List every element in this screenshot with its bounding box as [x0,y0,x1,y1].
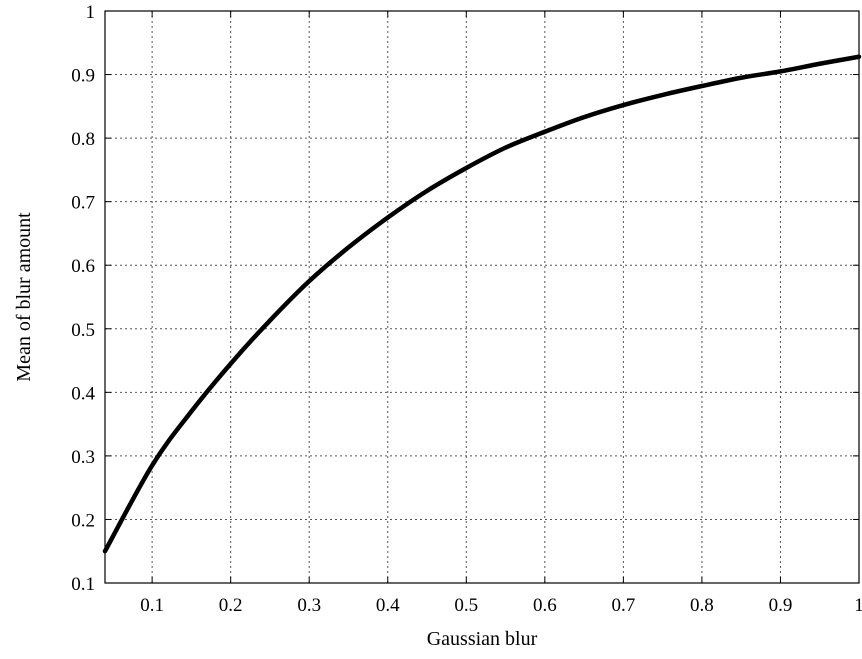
grid [105,11,859,583]
y-tick-label: 0.7 [71,193,95,214]
y-tick-label: 0.4 [71,383,95,404]
x-tick-label: 0.2 [219,595,243,616]
x-axis-title: Gaussian blur [427,628,538,650]
y-tick-label: 1 [86,2,96,23]
x-tick-label: 0.1 [140,595,164,616]
y-axis-title: Mean of blur amount [13,212,35,382]
series-layer [102,54,862,554]
y-tick-label: 0.5 [71,320,95,341]
y-tick-labels: 0.1 0.2 0.3 0.4 0.5 0.6 0.7 0.8 0.9 1 [71,2,95,595]
x-tick-label: 0.9 [769,595,793,616]
axis-ticks [105,10,860,584]
x-tick-label: 0.8 [690,595,714,616]
y-tick-label: 0.3 [71,447,95,468]
plot-frame [104,10,860,584]
x-tick-label: 0.3 [297,595,321,616]
y-tick-label: 0.8 [71,129,95,150]
x-tick-labels: 0.1 0.2 0.3 0.4 0.5 0.6 0.7 0.8 0.9 1 [140,595,862,616]
series-line [102,54,862,554]
x-tick-label: 0.6 [533,595,557,616]
x-tick-label: 1 [854,595,862,616]
y-tick-label: 0.9 [71,66,95,87]
y-tick-label: 0.1 [71,574,95,595]
x-tick-label: 0.5 [454,595,478,616]
y-tick-label: 0.2 [71,510,95,531]
x-tick-label: 0.7 [612,595,636,616]
x-tick-label: 0.4 [376,595,400,616]
y-tick-label: 0.6 [71,256,95,277]
